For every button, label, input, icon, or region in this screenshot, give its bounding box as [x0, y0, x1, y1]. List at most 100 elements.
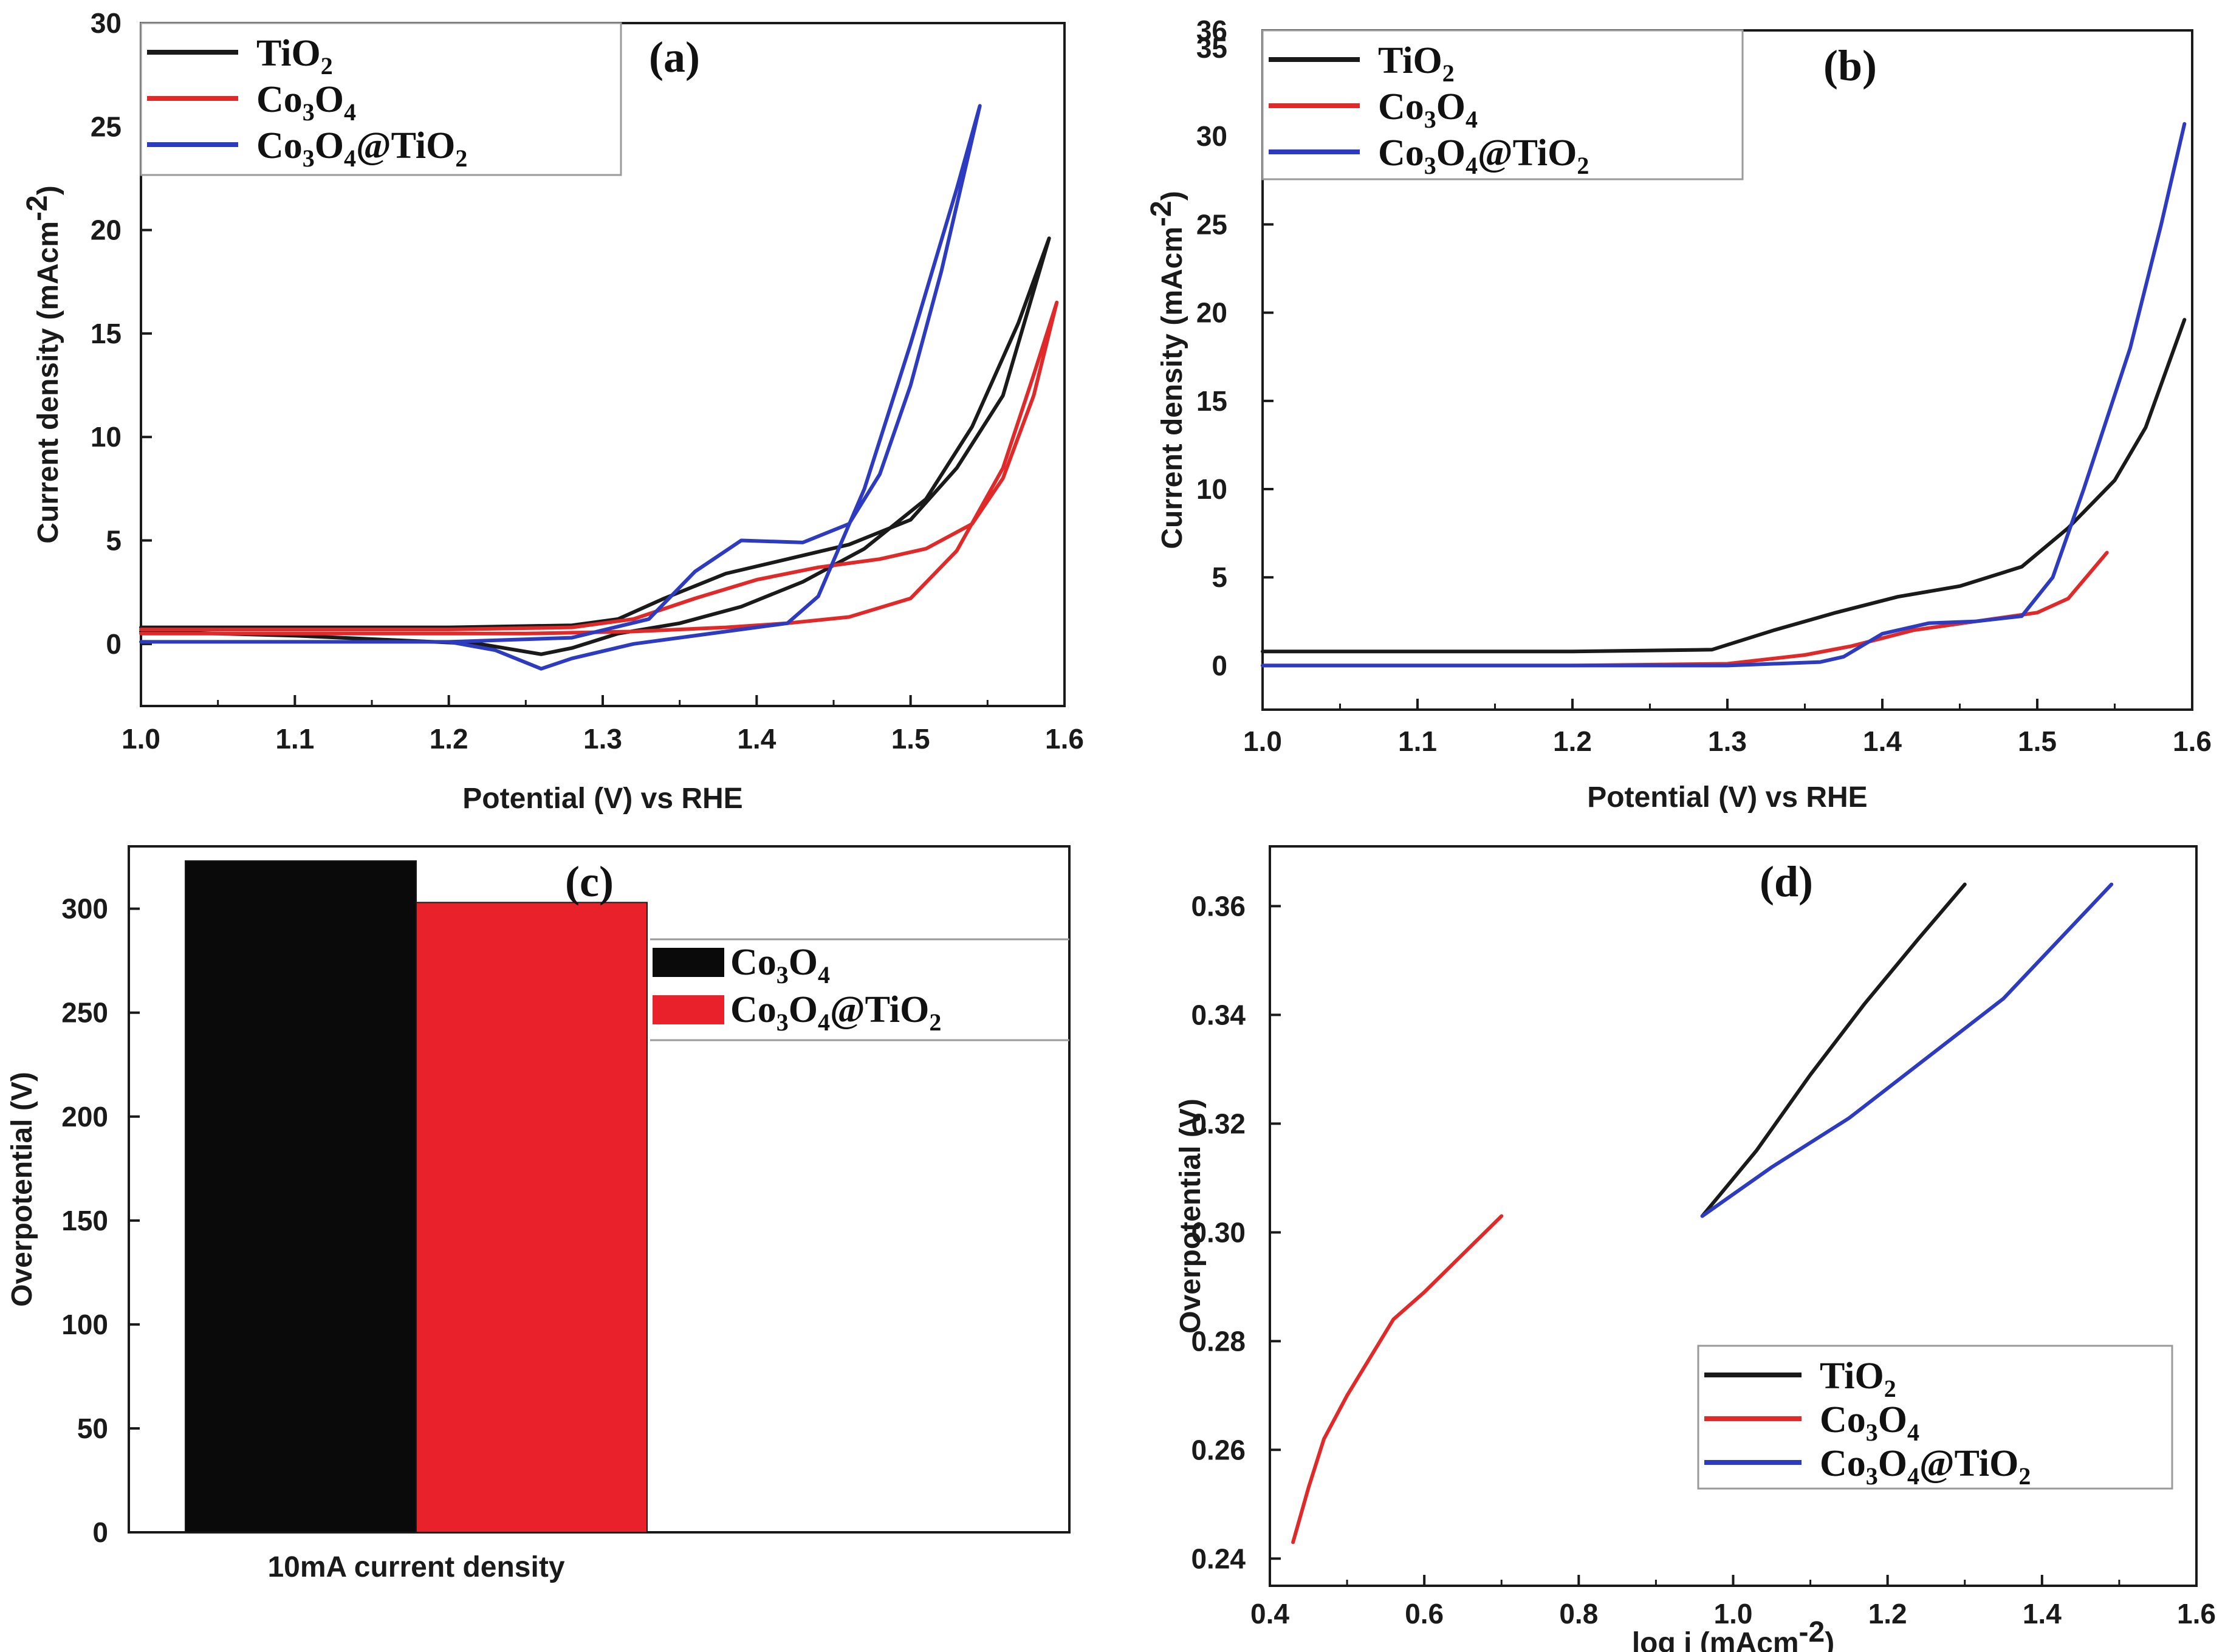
legend-text-main: Co	[730, 989, 777, 1030]
panel-d-x-axis-label: log j (mAcm-2)	[1632, 1616, 1834, 1652]
legend-text-main: TiO	[256, 33, 321, 74]
legend-text-sub: 2	[929, 1009, 941, 1036]
panel-d-x-tick-label: 0.8	[1559, 1598, 1598, 1630]
legend-text-main: O	[1436, 86, 1466, 128]
panel-c-y-axis-label: Overpotential (V)	[6, 1072, 38, 1307]
panel-d-x-tick-label: 0.6	[1405, 1598, 1444, 1630]
panel-d-chart: 0.4 0.6 0.8 1.0 1.2 1.4 1.6 0.24 0.26 0.28 0.30 0.3…	[1174, 845, 2216, 1652]
panel-c-y-tick-label: 300	[61, 893, 108, 925]
legend-text-main: O	[315, 125, 344, 166]
legend-text-sub: 4	[1907, 1419, 1919, 1446]
panel-d-y-tick-label: 0.24	[1191, 1543, 1246, 1574]
panel-b-x-tick-label: 1.6	[2173, 725, 2212, 757]
legend-text-main: TiO	[1378, 40, 1442, 81]
panel-c-y-tick-label: 200	[61, 1101, 108, 1133]
panel-b-y-axis-label: Current density (mAcm-2)	[1145, 191, 1188, 549]
legend-text-main: O	[1436, 132, 1466, 174]
panel-c-y-tick-label: 50	[77, 1413, 108, 1444]
panel-b-y-tick-label: 5	[1212, 561, 1227, 593]
panel-b-y-axis-label-sup: -2	[1145, 201, 1178, 227]
legend-text-main: @TiO	[830, 989, 929, 1030]
legend-text-sub: 2	[455, 145, 467, 172]
panel-d-y-axis-label: Overpotential (V)	[1174, 1098, 1207, 1334]
panel-a-x-tick-label: 1.5	[891, 723, 930, 755]
panel-d-x-tick-label: 0.4	[1250, 1598, 1289, 1630]
legend-text-main: O	[315, 79, 344, 120]
panel-d-x-axis-label-sup: -2	[1799, 1616, 1825, 1648]
legend-text-sub: 3	[1424, 106, 1436, 133]
legend-text-sub: 3	[303, 98, 315, 126]
panel-d-y-tick-label: 0.26	[1191, 1434, 1246, 1465]
legend-text-main: Co	[730, 942, 777, 983]
panel-b-x-tick-label: 1.3	[1708, 725, 1747, 757]
panel-a-y-axis-label-sup: -2	[21, 195, 53, 221]
panel-c-chart: 0 50 100 150 200 250 300 10mA current density Ov…	[6, 845, 1071, 1583]
panel-d-legend-label-2: Co3O4@TiO2	[1820, 1443, 2031, 1490]
legend-text-sub: 3	[1866, 1419, 1878, 1446]
panel-a-legend-label-2: Co3O4@TiO2	[256, 125, 467, 172]
panel-a-y-tick-label: 20	[91, 214, 122, 246]
panel-a-y-axis-label-close: )	[32, 185, 64, 195]
panel-c-y-tick-label: 250	[61, 997, 108, 1029]
panel-d-x-axis-label-close: )	[1825, 1627, 1834, 1652]
panel-c-legend-label-0: Co3O4	[730, 942, 830, 989]
panel-c-panel-label: (c)	[565, 857, 614, 906]
legend-text-main: O	[1878, 1443, 1907, 1484]
panel-b-legend-label-0: TiO2	[1378, 40, 1455, 87]
legend-text-sub: 2	[1884, 1375, 1896, 1402]
legend-text-sub: 3	[303, 145, 315, 172]
panel-a-y-axis-label: Current density (mAcm-2)	[21, 185, 64, 543]
panel-b-y-tick-label: 35	[1196, 32, 1227, 64]
panel-b-x-axis-label-text: Potential (V) vs RHE	[1587, 781, 1867, 814]
panel-a-y-tick-label: 15	[91, 318, 122, 349]
panel-a-x-tick-label: 1.0	[122, 723, 160, 755]
legend-text-main: O	[789, 942, 818, 983]
panel-b-legend-label-2: Co3O4@TiO2	[1378, 132, 1589, 179]
legend-text-sub: 3	[1424, 152, 1436, 179]
legend-text-main: @TiO	[1478, 132, 1577, 174]
legend-text-sub: 4	[818, 1009, 830, 1036]
panel-a-y-axis-label-text: Current density (mAcm	[32, 221, 64, 544]
panel-b-x-tick-label: 1.2	[1553, 725, 1592, 757]
legend-text-sub: 4	[344, 145, 356, 172]
panel-d-y-tick-label: 0.36	[1191, 890, 1246, 922]
legend-text-sub: 4	[344, 98, 356, 126]
panel-b-x-axis-label: Potential (V) vs RHE	[1587, 781, 1867, 814]
panel-a-x-axis-label-text: Potential (V) vs RHE	[462, 783, 742, 815]
legend-text-main: O	[789, 989, 818, 1030]
panel-d-y-tick-label: 0.34	[1191, 999, 1246, 1030]
legend-text-main: Co	[256, 79, 303, 120]
panel-d-x-tick-label: 1.6	[2177, 1598, 2216, 1630]
panel-c-x-axis-label: 10mA current density	[267, 1551, 564, 1583]
panel-d-y-tick-label: 0.30	[1191, 1216, 1246, 1248]
legend-text-sub: 2	[1577, 152, 1589, 179]
legend-text-main: Co	[1820, 1443, 1866, 1484]
legend-text-main: Co	[1378, 86, 1424, 128]
panel-a-series-line-0	[139, 236, 1051, 656]
panel-a-x-tick-label: 1.4	[737, 723, 776, 755]
panel-b-y-tick-label: 20	[1196, 297, 1227, 329]
panel-d-series-line-2	[1700, 882, 2114, 1218]
panel-a-panel-label: (a)	[649, 33, 700, 81]
legend-text-main: Co	[256, 125, 303, 166]
panel-b-x-tick-label: 1.0	[1243, 725, 1282, 757]
panel-d-legend-label-1: Co3O4	[1820, 1399, 1919, 1446]
panel-a-x-tick-label: 1.6	[1045, 723, 1084, 755]
legend-text-main: TiO	[1820, 1356, 1884, 1397]
panel-a-legend-label-0: TiO2	[256, 33, 333, 80]
panel-c-y-tick-label: 150	[61, 1205, 108, 1236]
panel-d-series-line-0	[1700, 882, 1967, 1218]
panel-a-y-tick-label: 0	[106, 628, 122, 660]
panel-d-series-line-1	[1291, 1214, 1504, 1544]
legend-text-sub: 4	[818, 961, 830, 989]
panel-c-y-tick-label: 100	[61, 1309, 108, 1340]
panel-d-x-tick-label: 1.4	[2023, 1598, 2062, 1630]
panel-d-y-tick-label: 0.28	[1191, 1325, 1246, 1357]
legend-text-sub: 3	[777, 1009, 789, 1036]
panel-a-y-tick-label: 25	[91, 111, 122, 142]
panel-d-x-axis-label-text: log j (mAcm	[1632, 1627, 1799, 1652]
panel-b-y-top-tick-label: 36	[1196, 15, 1227, 46]
legend-text-main: Co	[1820, 1399, 1866, 1441]
panel-a-y-tick-label: 30	[91, 7, 122, 39]
